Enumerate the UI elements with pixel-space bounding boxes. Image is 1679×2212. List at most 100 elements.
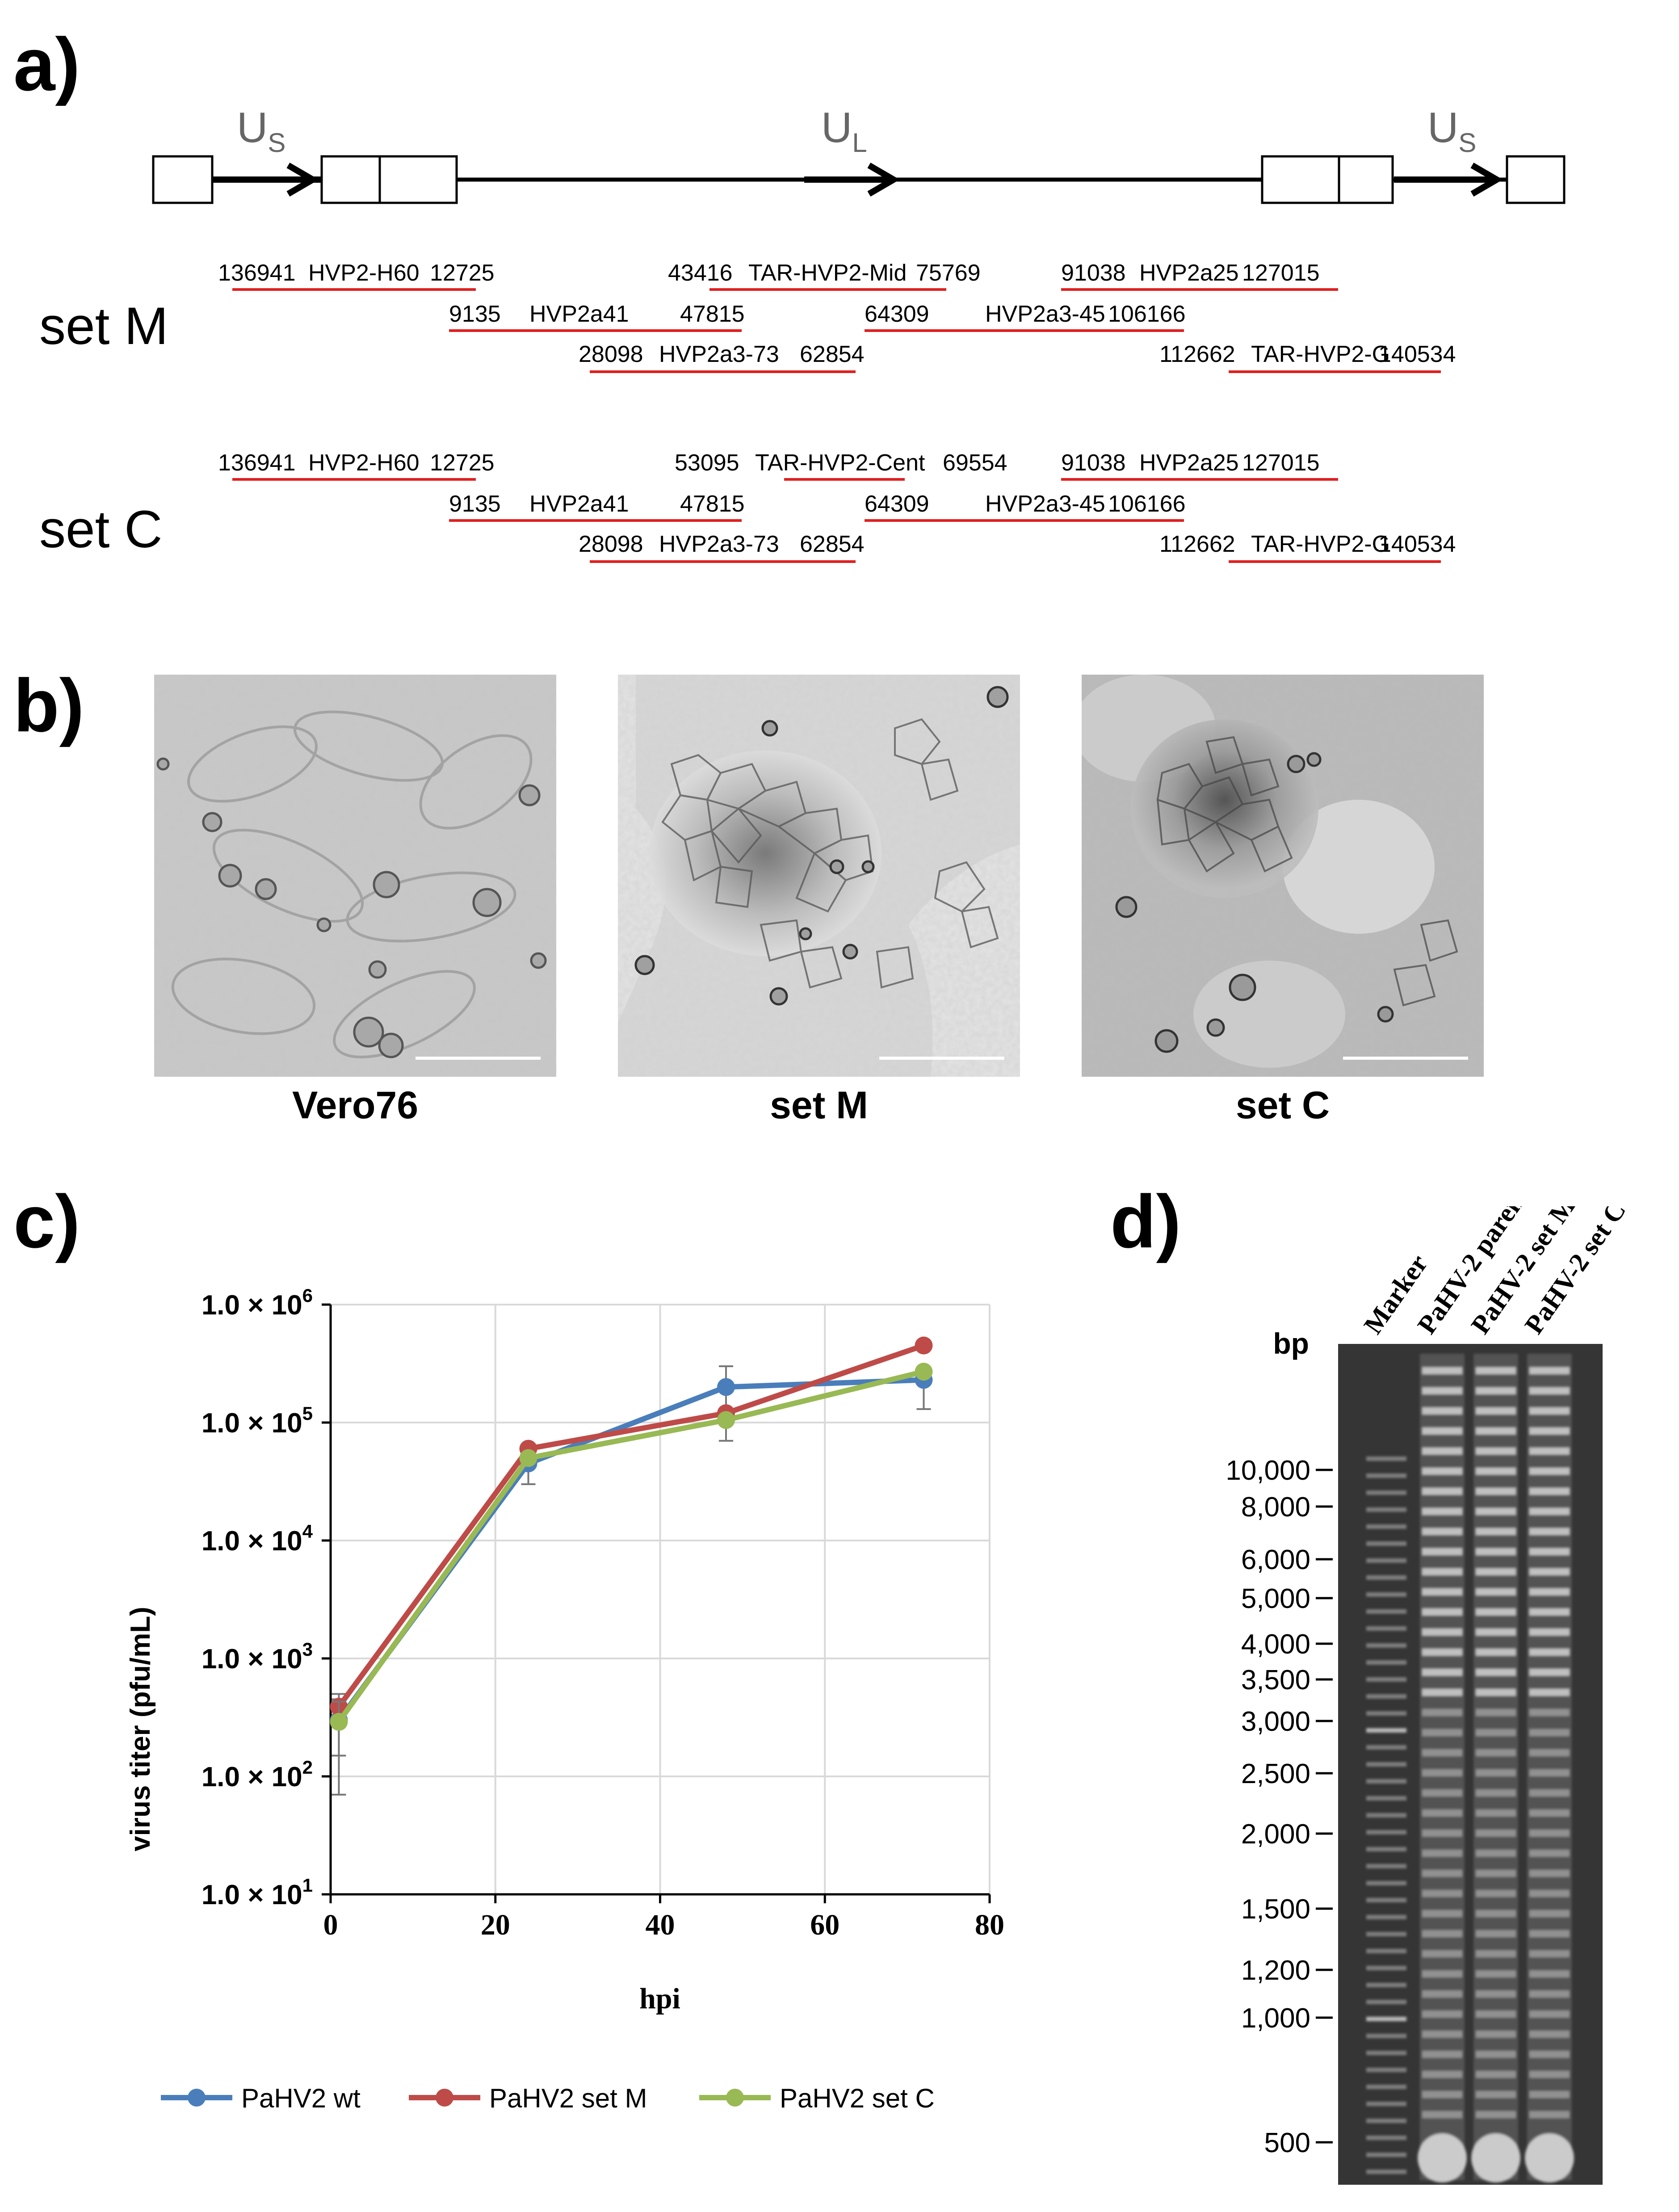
lane-band <box>1422 1669 1462 1676</box>
growth-curve-chart: 1.0 × 106 1.0 × 105 1.0 × 104 1.0 × 103 1.0 … <box>125 1285 1005 2113</box>
lane-band <box>1476 1990 1516 1998</box>
lane-band <box>1476 1910 1516 1917</box>
marker-label: 1,200 <box>1241 1955 1310 1986</box>
marker-band <box>1366 1541 1406 1546</box>
marker-band <box>1366 1881 1406 1885</box>
x-tick-labels: 0 20 40 60 80 <box>323 1909 1005 1941</box>
marker-band <box>1366 1813 1406 1817</box>
series-line <box>336 1369 924 1724</box>
lane-band <box>1422 2111 1462 2118</box>
lane-band <box>1529 1508 1570 1515</box>
marker-band <box>1366 1524 1406 1529</box>
legend-label: PaHV2 set M <box>489 2083 647 2113</box>
lane-band <box>1476 1407 1516 1415</box>
marker-band <box>1366 2085 1406 2089</box>
fragment-name: TAR-HVP2-Mid <box>748 260 907 286</box>
micrograph-set-m <box>618 675 1020 1077</box>
lane-band <box>1529 1468 1570 1475</box>
lane-band <box>1476 1568 1516 1575</box>
set-c-fragments: 136941 HVP2-H60 12725 53095 TAR-HVP2-Cen… <box>218 450 1456 563</box>
lane-band <box>1422 1629 1462 1636</box>
panel-c-letter: c) <box>13 1179 80 1263</box>
fragment-start: 136941 <box>218 260 296 286</box>
lane-band <box>1529 1950 1570 1957</box>
marker-band <box>1366 2170 1406 2174</box>
lane-band <box>1422 1528 1462 1535</box>
lane-band <box>1422 1870 1462 1877</box>
repeat-box-6 <box>1506 155 1566 204</box>
lane-band <box>1476 2111 1516 2118</box>
lane-band <box>1529 1689 1570 1696</box>
lane-band <box>1529 1870 1570 1877</box>
lane-band <box>1422 1427 1462 1435</box>
lane-band <box>1476 1950 1516 1957</box>
lane-band <box>1529 1709 1570 1716</box>
marker-band <box>1366 1473 1406 1478</box>
lane-front <box>1418 2133 1467 2183</box>
fragment-name: HVP2a25 <box>1139 260 1239 286</box>
marker-band <box>1366 1796 1406 1801</box>
data-point <box>717 1411 735 1429</box>
lane-band <box>1476 1789 1516 1796</box>
lane-band <box>1529 1669 1570 1676</box>
lane-band <box>1476 1629 1516 1636</box>
fragment-start: 64309 <box>865 301 929 327</box>
lane-band <box>1422 1729 1462 1736</box>
lane-band <box>1529 1930 1570 1937</box>
lane-band <box>1422 1890 1462 1897</box>
set-m-label: set M <box>39 297 168 356</box>
marker-label: 8,000 <box>1241 1492 1310 1523</box>
x-tick-label: 40 <box>646 1909 675 1941</box>
lane-band <box>1476 1448 1516 1455</box>
legend-label: PaHV2 wt <box>241 2083 361 2113</box>
bp-label: bp <box>1273 1327 1309 1360</box>
y-tick-label: 1.0 × 101 <box>201 1875 313 1910</box>
fragment-end: 47815 <box>680 491 745 517</box>
lane-band <box>1422 1930 1462 1937</box>
scale-bar <box>416 1057 541 1060</box>
fragment-end: 140534 <box>1378 531 1456 557</box>
set-c-label: set C <box>39 500 162 559</box>
lane-band <box>1529 1568 1570 1575</box>
fragment-end: 106166 <box>1108 301 1186 327</box>
lane-band <box>1476 1729 1516 1736</box>
legend-item: PaHV2 set C <box>699 2083 935 2113</box>
x-tick-label: 80 <box>975 1909 1004 1941</box>
lane-band <box>1529 1528 1570 1535</box>
chart-series <box>330 1336 933 1796</box>
legend-swatch-marker <box>436 2089 453 2107</box>
fragment-start: 112662 <box>1159 531 1235 557</box>
marker-label: 500 <box>1264 2128 1310 2158</box>
y-tick-labels: 1.0 × 106 1.0 × 105 1.0 × 104 1.0 × 103 1.0 … <box>201 1285 313 1910</box>
lane-band <box>1529 1629 1570 1636</box>
lane-band <box>1476 1749 1516 1756</box>
fragment-end: 62854 <box>800 341 865 367</box>
lane-band <box>1476 2011 1516 2018</box>
fragment-name: HVP2a41 <box>529 491 629 517</box>
fragment-name: TAR-HVP2-Cent <box>755 450 925 476</box>
marker-band <box>1366 2153 1406 2157</box>
lane-front <box>1471 2133 1520 2183</box>
lane-band <box>1476 1427 1516 1435</box>
marker-band <box>1366 1779 1406 1784</box>
us-right-label: US <box>1427 104 1476 158</box>
fragment-start: 91038 <box>1061 260 1126 286</box>
legend-swatch-marker <box>726 2089 744 2107</box>
lane-band <box>1422 1649 1462 1656</box>
lane-band <box>1422 2031 1462 2038</box>
lane-band <box>1529 1407 1570 1415</box>
marker-band <box>1366 1847 1406 1851</box>
data-point <box>717 1378 735 1396</box>
fragment-start: 53095 <box>675 450 739 476</box>
lane-band <box>1476 1528 1516 1535</box>
lane-band <box>1529 1588 1570 1595</box>
marker-band <box>1366 1609 1406 1614</box>
fragment-name: HVP2a3-73 <box>659 341 779 367</box>
lane-band <box>1422 1850 1462 1857</box>
repeat-box-4 <box>1261 155 1340 204</box>
lane-band <box>1476 1508 1516 1515</box>
x-tick-label: 20 <box>481 1909 510 1941</box>
marker-label: 5,000 <box>1241 1583 1310 1614</box>
fragment-start: 91038 <box>1061 450 1126 476</box>
data-point <box>915 1336 933 1355</box>
